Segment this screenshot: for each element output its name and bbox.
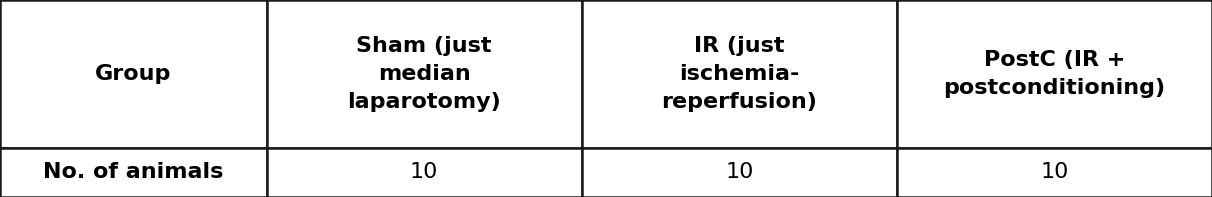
- Bar: [267, 0, 582, 148]
- Bar: [0, 0, 267, 148]
- Bar: [897, 148, 1212, 197]
- Bar: [582, 0, 897, 148]
- Text: No. of animals: No. of animals: [44, 162, 223, 182]
- Text: IR (just
ischemia-
reperfusion): IR (just ischemia- reperfusion): [662, 36, 817, 112]
- Bar: [897, 0, 1212, 148]
- Text: PostC (IR +
postconditioning): PostC (IR + postconditioning): [943, 50, 1166, 98]
- Bar: [582, 148, 897, 197]
- Text: 10: 10: [725, 162, 754, 182]
- Text: 10: 10: [1040, 162, 1069, 182]
- Text: 10: 10: [410, 162, 439, 182]
- Text: Group: Group: [95, 64, 172, 84]
- Bar: [267, 148, 582, 197]
- Text: Sham (just
median
laparotomy): Sham (just median laparotomy): [348, 36, 501, 112]
- Bar: [0, 148, 267, 197]
